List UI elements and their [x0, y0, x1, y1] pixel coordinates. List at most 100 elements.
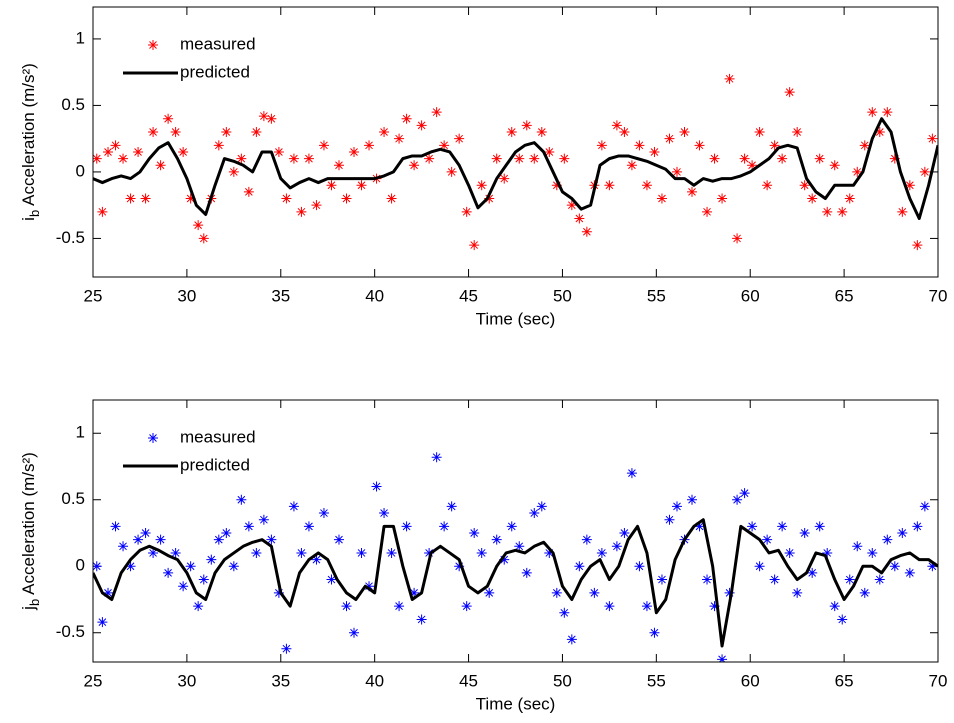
measured-point [446, 501, 457, 512]
measured-point [702, 574, 713, 585]
measured-point [852, 541, 863, 552]
measured-point [581, 226, 592, 237]
measured-point [649, 146, 660, 157]
measured-point [874, 574, 885, 585]
measured-point [198, 233, 209, 244]
x-tick-label: 70 [929, 286, 948, 305]
measured-point [170, 547, 181, 558]
x-tick-label: 45 [459, 286, 478, 305]
y-tick-label: 0 [76, 556, 85, 575]
measured-point [326, 574, 337, 585]
y-axis-label: ib Acceleration (m/s²) [19, 63, 42, 221]
x-tick-label: 25 [84, 671, 103, 690]
measured-point [140, 193, 151, 204]
predicted-line [93, 518, 938, 648]
measured-point [243, 521, 254, 532]
x-tick-label: 35 [271, 671, 290, 690]
measured-point [341, 193, 352, 204]
measured-point [431, 107, 442, 118]
measured-point [155, 160, 166, 171]
y-tick-label: 0 [76, 161, 85, 180]
measured-point [739, 488, 750, 499]
measured-point [889, 153, 900, 164]
axes-frame [92, 399, 939, 663]
measured-point [641, 180, 652, 191]
measured-point [664, 133, 675, 144]
measured-point [484, 587, 495, 598]
plot-area [93, 400, 938, 662]
measured-point [379, 127, 390, 138]
measured-point [439, 521, 450, 532]
measured-point [784, 547, 795, 558]
measured-point [133, 534, 144, 545]
measured-point [551, 180, 562, 191]
x-tick-label: 40 [365, 286, 384, 305]
x-tick-label: 30 [177, 671, 196, 690]
measured-point [792, 127, 803, 138]
measured-point [386, 193, 397, 204]
y-label-text: Acceleration (m/s²) [19, 452, 38, 595]
measured-point [446, 166, 457, 177]
x-tick-label: 30 [177, 286, 196, 305]
measured-point [551, 587, 562, 598]
measured-point [664, 514, 675, 525]
measured-point [769, 140, 780, 151]
x-tick-label: 50 [553, 286, 572, 305]
measured-point [349, 146, 360, 157]
measured-point [228, 561, 239, 572]
measured-point [912, 240, 923, 251]
measured-point [110, 521, 121, 532]
measured-point [431, 452, 442, 463]
measured-point [521, 567, 532, 578]
x-tick-label: 65 [835, 671, 854, 690]
measured-point [882, 107, 893, 118]
measured-point [754, 561, 765, 572]
measured-point [829, 601, 840, 612]
measured-point [732, 494, 743, 505]
x-tick-label: 35 [271, 286, 290, 305]
measured-point [656, 193, 667, 204]
measured-point [574, 213, 585, 224]
measured-point [93, 153, 102, 164]
measured-point [619, 527, 630, 538]
measured-point [777, 153, 788, 164]
legend-marker [148, 40, 158, 50]
measured-point [356, 547, 367, 558]
measured-point [499, 173, 510, 184]
measured-point [799, 527, 810, 538]
measured-point [506, 521, 517, 532]
measured-point [566, 200, 577, 211]
measured-point [394, 601, 405, 612]
measured-point [110, 140, 121, 151]
measured-point [844, 574, 855, 585]
y-tick-label: 0.5 [61, 489, 85, 508]
measured-point [296, 547, 307, 558]
measured-point [303, 153, 314, 164]
legend-label: measured [180, 427, 256, 446]
measured-point [634, 140, 645, 151]
measured-point [97, 206, 108, 217]
measured-point [379, 508, 390, 519]
measured-point [514, 153, 525, 164]
measured-point [814, 153, 825, 164]
measured-point [874, 127, 885, 138]
measured-point [133, 146, 144, 157]
measured-point [178, 146, 189, 157]
measured-point [193, 220, 204, 231]
measured-point [724, 73, 735, 84]
measured-point [258, 514, 269, 525]
measured-point [656, 574, 667, 585]
measured-point [409, 160, 420, 171]
measured-point [221, 527, 232, 538]
measured-point [912, 521, 923, 532]
measured-point [679, 127, 690, 138]
measured-point [281, 193, 292, 204]
measured-point [596, 547, 607, 558]
y-axis-label: jb Acceleration (m/s²) [19, 452, 42, 611]
measured-point [454, 561, 465, 572]
measured-point [258, 111, 269, 122]
measured-point [641, 601, 652, 612]
measured-point [634, 561, 645, 572]
measured-point [626, 160, 637, 171]
measured-point [859, 587, 870, 598]
